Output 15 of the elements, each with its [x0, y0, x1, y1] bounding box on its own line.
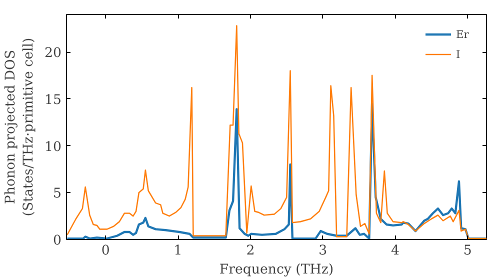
x-tick-label: 0	[101, 244, 110, 258]
x-tick-label: 4	[391, 244, 400, 258]
x-tick-label: 3	[318, 244, 328, 258]
legend-label: Er	[456, 28, 470, 40]
legend-label: I	[456, 48, 462, 60]
x-tick-label: 5	[463, 244, 472, 258]
y-tick-label: 10	[44, 140, 62, 155]
x-tick-label: 1	[174, 244, 182, 258]
y-tick-label: 20	[44, 46, 62, 61]
y-tick-label: 0	[53, 234, 62, 248]
x-tick-label: 2	[246, 244, 255, 258]
y-axis-title: Phonon projected DOS (States/THz·primitive cell)	[4, 38, 37, 216]
x-axis-title: Frequency (THz)	[219, 262, 334, 278]
y-tick-label: 5	[53, 186, 62, 202]
y-tick-label: 15	[44, 92, 62, 108]
